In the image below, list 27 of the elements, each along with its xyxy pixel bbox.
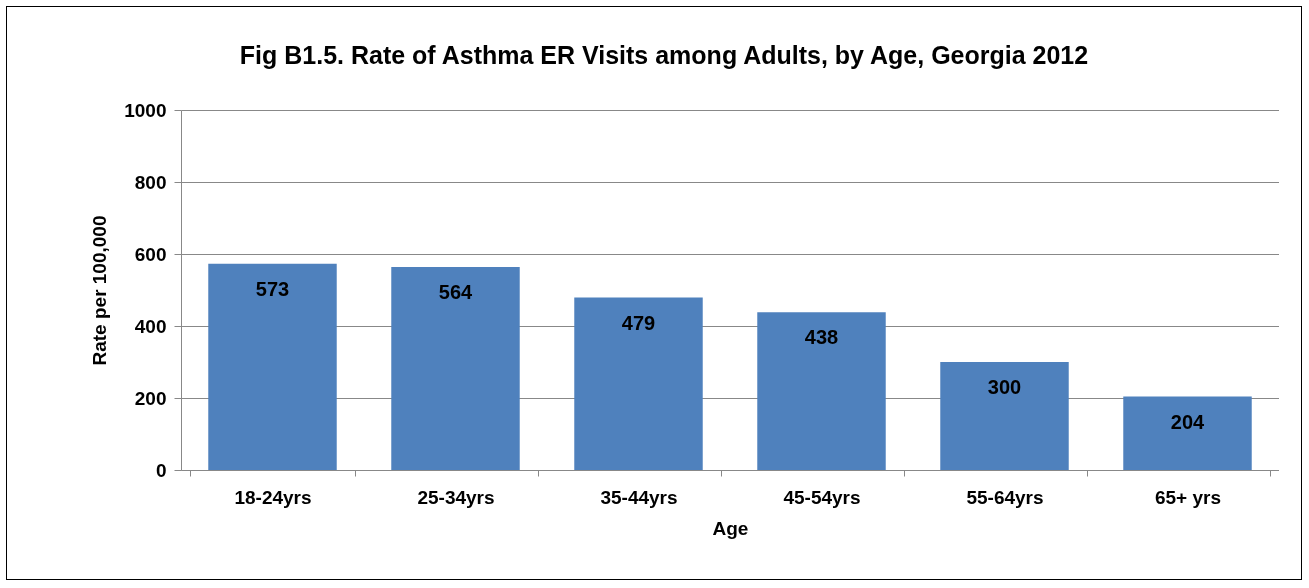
y-tick-label: 400	[134, 315, 167, 337]
data-label: 573	[255, 277, 290, 300]
x-tick-label: 55-64yrs	[966, 486, 1044, 508]
x-tick-label: 25-34yrs	[417, 486, 495, 508]
y-tick-label: 0	[155, 459, 167, 481]
data-label: 204	[1170, 410, 1206, 433]
bar	[1123, 396, 1252, 470]
bar	[208, 263, 337, 470]
data-label: 300	[987, 376, 1022, 398]
x-axis-title: Age	[712, 517, 749, 539]
x-tick-label: 65+ yrs	[1154, 486, 1222, 508]
data-label: 438	[804, 326, 839, 349]
x-tick-label: 35-44yrs	[600, 486, 678, 508]
bar	[391, 266, 520, 470]
y-tick-label: 200	[134, 387, 167, 409]
y-tick-label: 800	[134, 171, 167, 193]
y-tick-label: 600	[134, 243, 167, 265]
x-tick-label: 45-54yrs	[783, 486, 861, 508]
bar	[940, 362, 1069, 470]
bar	[757, 312, 886, 470]
bar	[574, 297, 703, 470]
data-label: 564	[438, 280, 474, 303]
data-label: 479	[621, 311, 656, 334]
y-tick-label: 1000	[124, 99, 167, 121]
x-tick-label: 18-24yrs	[234, 486, 312, 508]
y-axis-title: Rate per 100,000	[89, 215, 111, 366]
chart-title: Fig B1.5. Rate of Asthma ER Visits among Adults, by Age, Georgia 2012	[239, 41, 1089, 69]
